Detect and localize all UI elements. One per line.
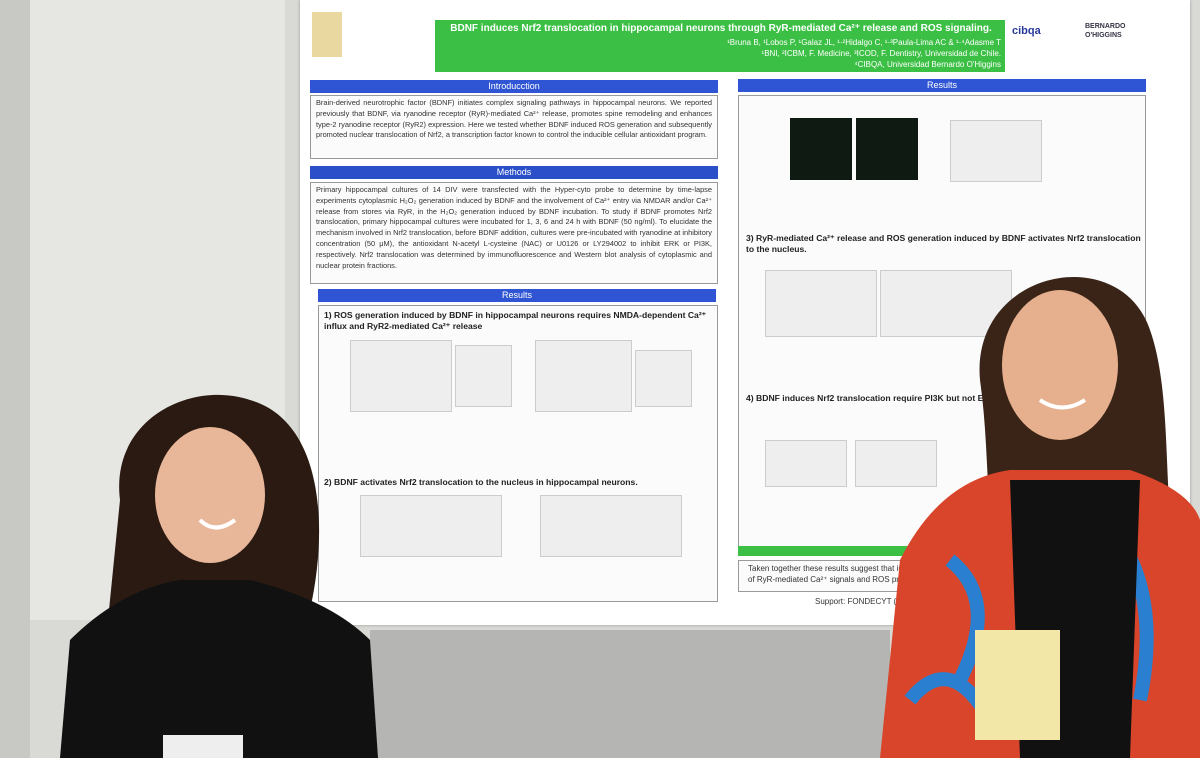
poster: BDNF induces Nrf2 translocation in hippo… — [300, 0, 1190, 625]
methods-text: Primary hippocampal cultures of 14 DIV w… — [316, 185, 712, 270]
figure — [360, 495, 502, 557]
affiliation: ⁴CIBQA, Universidad Bernardo O'Higgins — [854, 60, 1001, 69]
support-text: Support: FONDECYT (11140 — [815, 597, 918, 606]
authors: ¹Bruna B, ¹Lobos P, ¹Galaz JL, ¹·²Hidalg… — [727, 38, 1001, 47]
result-heading: 1) ROS generation induced by BDNF in hip… — [324, 310, 707, 331]
figure — [950, 120, 1042, 182]
poster-title: BDNF induces Nrf2 translocation in hippo… — [450, 23, 992, 34]
result-heading: 4) BDNF induces Nrf2 translocation requi… — [746, 393, 1003, 403]
conclusion-text: Taken together these results suggest tha… — [748, 564, 940, 573]
face — [155, 427, 265, 563]
intro-text: Brain-derived neurotrophic factor (BDNF)… — [316, 98, 712, 140]
section-heading: Results — [738, 79, 1146, 92]
figure — [765, 270, 877, 337]
shirt — [60, 580, 378, 758]
badge — [975, 630, 1060, 740]
panel — [370, 630, 890, 758]
smile — [1038, 398, 1087, 410]
figure — [350, 340, 452, 412]
figure — [765, 440, 847, 487]
methods-box — [310, 182, 718, 284]
figure — [535, 340, 632, 412]
section-heading: Results — [318, 289, 716, 302]
smile — [198, 518, 237, 530]
figure — [455, 345, 512, 407]
figure — [635, 350, 692, 407]
figure — [540, 495, 682, 557]
badge — [163, 735, 243, 758]
result-heading: 2) BDNF activates Nrf2 translocation to … — [324, 477, 638, 487]
logo-text: cibqa — [1012, 25, 1041, 37]
figure — [855, 440, 937, 487]
face — [1002, 290, 1118, 440]
result-heading: 3) RyR-mediated Ca²⁺ release and ROS gen… — [746, 233, 1141, 254]
logo — [312, 12, 342, 57]
micrograph — [856, 118, 918, 180]
section-heading: Methods — [310, 166, 718, 179]
affiliation: ¹BNI, ²ICBM, F. Medicine, ³ICOD, F. Dent… — [761, 49, 1001, 58]
title-banner: BDNF induces Nrf2 translocation in hippo… — [435, 20, 1005, 72]
logo-text: BERNARDO O'HIGGINS — [1085, 23, 1126, 39]
conclusion-text: of RyR-mediated Ca²⁺ signals and ROS pro… — [748, 575, 919, 584]
intro-box — [310, 95, 718, 159]
wall-edge — [0, 0, 30, 758]
section-heading: Introducction — [310, 80, 718, 93]
micrograph — [790, 118, 852, 180]
